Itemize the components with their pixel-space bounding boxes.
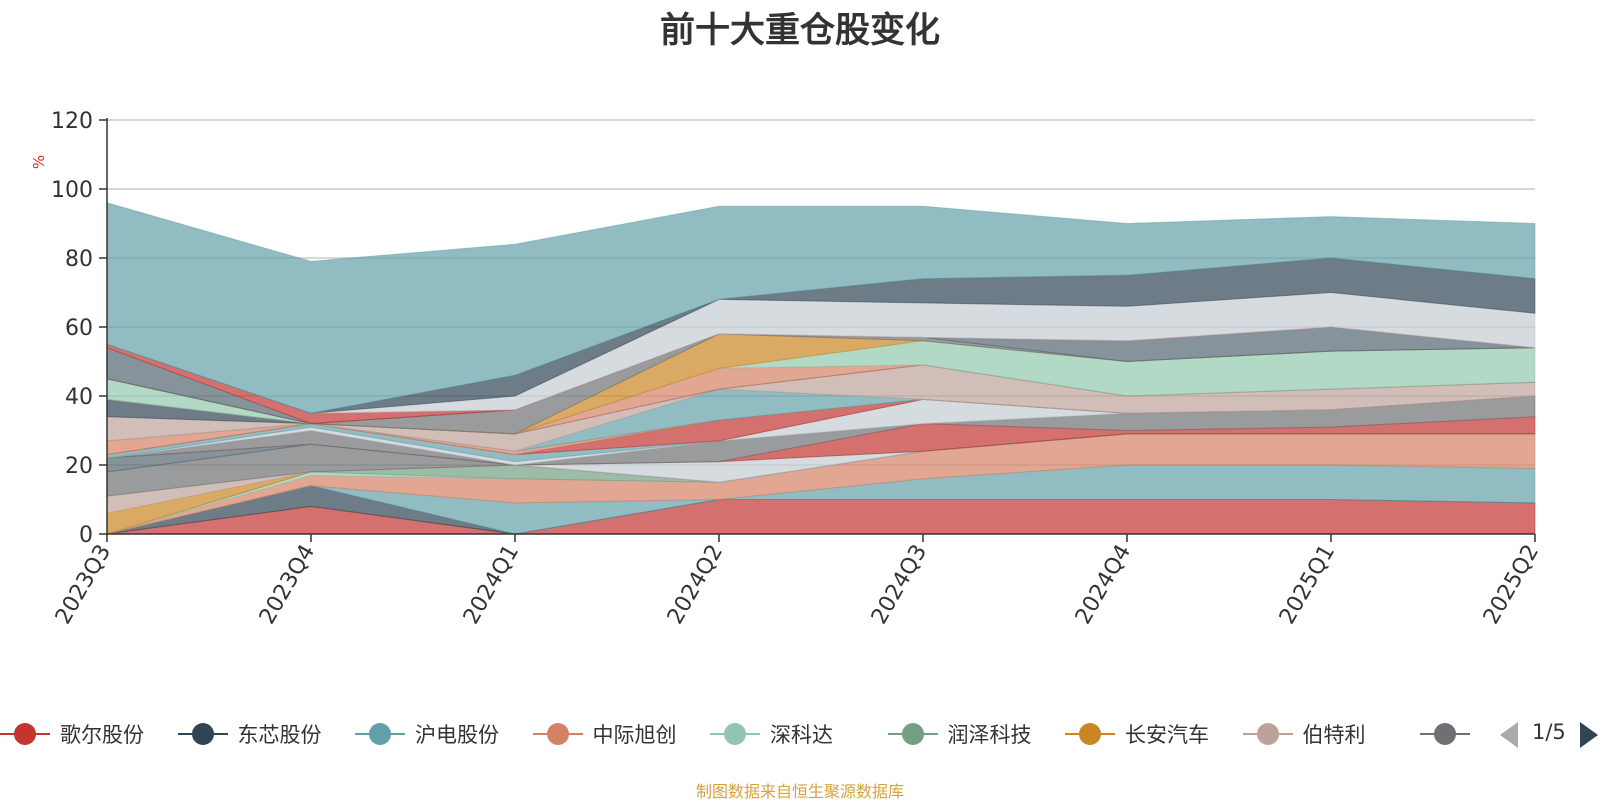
legend: 歌尔股份东芯股份沪电股份中际旭创深科达润泽科技长安汽车伯特利德赛西威: [0, 714, 1600, 754]
x-tick-label: 2024Q2: [663, 541, 728, 629]
y-axis-unit-label: %: [30, 155, 48, 169]
x-tick-label: 2024Q1: [459, 541, 524, 629]
pager-prev-icon[interactable]: [1500, 722, 1518, 748]
chart-title: 前十大重仓股变化: [659, 11, 940, 51]
legend-label: 沪电股份: [415, 723, 499, 747]
legend-marker-icon: [1434, 723, 1456, 745]
y-tick-label: 80: [65, 247, 93, 272]
stacked-area-chart: 0 20 40 60 80 100 120% 2023Q3 2023Q4 2024Q1 2024Q2…: [30, 109, 1544, 629]
pager-next-icon[interactable]: [1580, 722, 1598, 748]
legend-marker-icon: [546, 723, 569, 745]
legend-marker-icon: [901, 723, 924, 745]
legend-marker-icon: [1256, 723, 1279, 745]
x-tick-label: 2023Q3: [51, 541, 116, 629]
y-tick-label: 100: [51, 178, 93, 203]
legend-label: 中际旭创: [592, 723, 677, 747]
y-tick-label: 60: [65, 316, 93, 341]
legend-pager: 1/5: [1500, 714, 1600, 754]
legend-marker-icon: [14, 723, 36, 745]
y-tick-label: 20: [65, 454, 93, 479]
y-tick-label: 120: [51, 109, 93, 134]
x-tick-label: 2025Q1: [1275, 541, 1340, 629]
y-tick-label: 40: [65, 385, 93, 410]
y-tick-label: 0: [79, 523, 93, 548]
legend-marker-icon: [1079, 723, 1101, 745]
source-footer: 制图数据来自恒生聚源数据库: [695, 782, 904, 801]
x-tick-label: 2025Q2: [1479, 541, 1544, 629]
area-series-30: [106, 202, 1536, 414]
legend-marker-icon: [369, 723, 391, 745]
legend-label: 深科达: [770, 723, 833, 747]
legend-label: 歌尔股份: [60, 723, 144, 747]
legend-label: 东芯股份: [237, 723, 322, 747]
legend-marker-icon: [191, 723, 214, 745]
pager-page-indicator: 1/5: [1532, 720, 1566, 744]
x-tick-label: 2023Q4: [255, 541, 320, 629]
legend-marker-icon: [724, 723, 746, 745]
x-tick-label: 2024Q3: [867, 541, 932, 629]
legend-label: 伯特利: [1302, 723, 1366, 747]
x-tick-label: 2024Q4: [1071, 541, 1136, 629]
legend-label: 润泽科技: [947, 723, 1032, 747]
legend-label: 长安汽车: [1125, 723, 1209, 747]
